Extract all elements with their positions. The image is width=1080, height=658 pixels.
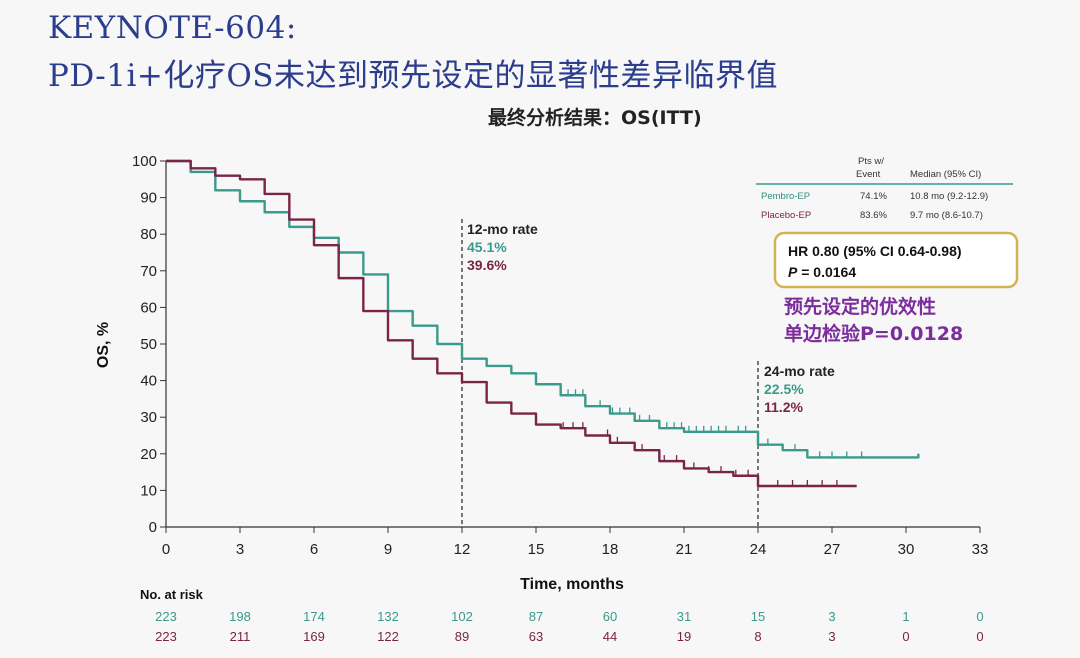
p-value: P = 0.0164 (788, 264, 856, 280)
risk-pembro-value: 87 (529, 609, 543, 624)
rate-12-pembro: 45.1% (467, 239, 507, 255)
y-tick-label: 90 (140, 190, 157, 207)
legend-table: Pts w/ Event Median (95% CI) Pembro-EP 7… (756, 156, 1013, 221)
risk-placebo-value: 8 (754, 629, 761, 644)
legend-col1-header-b: Event (856, 169, 881, 180)
y-tick-label: 30 (140, 409, 157, 426)
risk-placebo-value: 122 (377, 629, 399, 644)
y-tick-label: 0 (149, 519, 157, 536)
legend-row-pembro-name: Pembro-EP (761, 191, 810, 202)
risk-placebo-value: 89 (455, 629, 469, 644)
risk-pembro-value: 174 (303, 609, 325, 624)
risk-pembro-value: 132 (377, 609, 399, 624)
legend-col2-header: Median (95% CI) (910, 169, 981, 180)
chart-title: 最终分析结果：OS(ITT) (488, 107, 702, 129)
legend-col1-header-a: Pts w/ (858, 156, 884, 167)
p-value-number: = 0.0164 (797, 264, 856, 280)
risk-pembro-value: 31 (677, 609, 691, 624)
x-tick-label: 3 (236, 541, 244, 558)
rate-12-placebo: 39.6% (467, 257, 507, 273)
risk-pembro-value: 198 (229, 609, 251, 624)
risk-pembro-value: 223 (155, 609, 177, 624)
legend-row-placebo-median: 9.7 mo (8.6-10.7) (910, 210, 983, 221)
y-tick-label: 20 (140, 446, 157, 463)
highlight-line1: 预先设定的优效性 (784, 295, 936, 318)
risk-pembro-value: 3 (828, 609, 835, 624)
hr-value: HR 0.80 (95% CI 0.64-0.98) (788, 243, 962, 259)
x-tick-label: 9 (384, 541, 392, 558)
x-tick-label: 12 (454, 541, 471, 558)
rate-24-pembro: 22.5% (764, 381, 804, 397)
p-symbol: P (788, 264, 798, 280)
legend-row-placebo-name: Placebo-EP (761, 210, 811, 221)
y-axis-title: OS, % (95, 322, 112, 368)
axes: 0 10 20 30 40 50 60 70 80 90 100 0 3 6 9 12 15 18 21 24 27 30… (132, 153, 988, 558)
risk-table-header: No. at risk (140, 587, 204, 602)
y-tick-label: 50 (140, 336, 157, 353)
risk-pembro-value: 1 (902, 609, 909, 624)
risk-pembro-value: 60 (603, 609, 617, 624)
risk-placebo-value: 169 (303, 629, 325, 644)
y-tick-label: 60 (140, 299, 157, 316)
km-curve-placebo-ep (166, 159, 857, 488)
x-tick-label: 21 (676, 541, 693, 558)
y-tick-label: 80 (140, 226, 157, 243)
risk-placebo-value: 19 (677, 629, 691, 644)
slide-title-line2: PD-1i+化疗OS未达到预先设定的显著性差异临界值 (48, 58, 779, 94)
x-tick-label: 6 (310, 541, 318, 558)
hr-box-border (773, 231, 1019, 289)
risk-pembro-value: 102 (451, 609, 473, 624)
legend-row-pembro-median: 10.8 mo (9.2-12.9) (910, 191, 988, 202)
hr-box: HR 0.80 (95% CI 0.64-0.98) P = 0.0164 (773, 231, 1019, 289)
km-curves (166, 159, 920, 488)
x-tick-label: 15 (528, 541, 545, 558)
risk-placebo-value: 211 (230, 629, 251, 644)
rate-24-placebo: 11.2% (764, 399, 803, 415)
slide-title-line1: KEYNOTE-604: (48, 10, 297, 46)
risk-pembro-value: 0 (976, 609, 983, 624)
x-tick-label: 18 (602, 541, 619, 558)
y-tick-label: 10 (140, 482, 157, 499)
risk-placebo-value: 223 (155, 629, 177, 644)
highlight-line2: 单边检验P=0.0128 (784, 322, 963, 345)
legend-row-pembro-pct: 74.1% (860, 191, 887, 202)
risk-table: No. at risk 2232231982111741691321221028… (140, 587, 984, 644)
risk-placebo-value: 44 (603, 629, 617, 644)
risk-pembro-value: 15 (751, 609, 765, 624)
rate-12-label: 12-mo rate (467, 221, 538, 237)
x-tick-label: 0 (162, 541, 170, 558)
y-tick-label: 40 (140, 373, 157, 390)
y-tick-label: 70 (140, 263, 157, 280)
x-tick-label: 33 (972, 541, 989, 558)
risk-placebo-value: 0 (976, 629, 983, 644)
y-tick-label: 100 (132, 153, 157, 170)
x-axis-title: Time, months (520, 576, 624, 593)
legend-row-placebo-pct: 83.6% (860, 210, 887, 221)
risk-placebo-value: 3 (828, 629, 835, 644)
rate-24-label: 24-mo rate (764, 363, 835, 379)
x-tick-label: 30 (898, 541, 915, 558)
risk-placebo-value: 0 (902, 629, 909, 644)
risk-placebo-value: 63 (529, 629, 543, 644)
x-tick-label: 24 (750, 541, 767, 558)
x-tick-label: 27 (824, 541, 841, 558)
